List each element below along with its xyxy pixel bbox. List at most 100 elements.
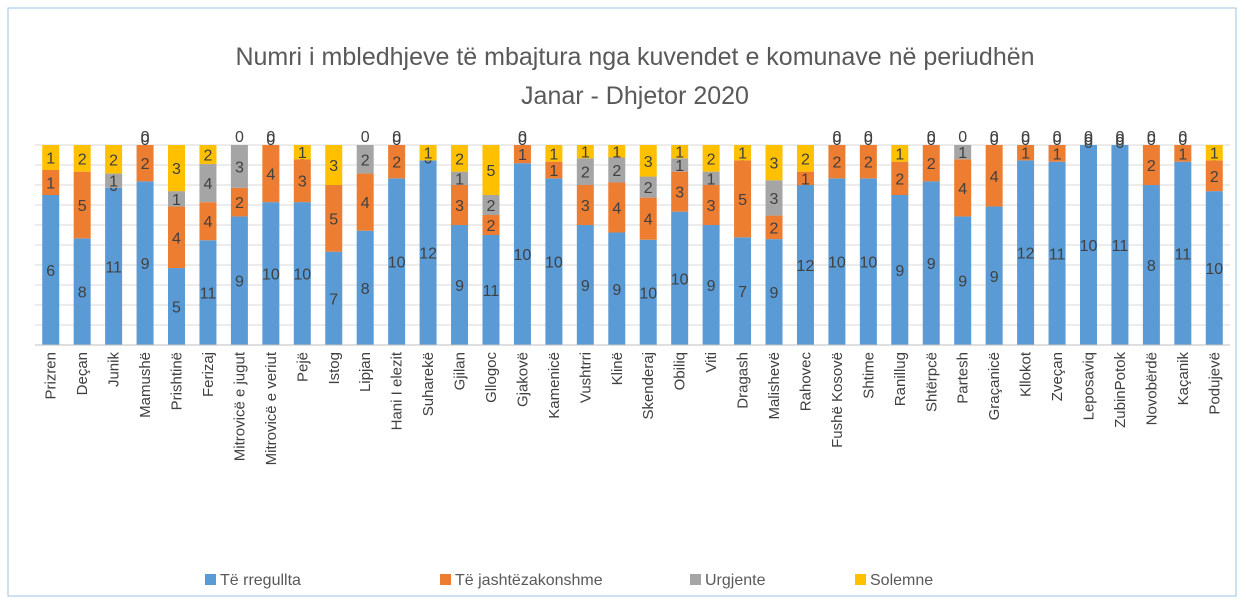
bar-segment [891, 195, 909, 345]
bar-segment [1174, 161, 1192, 345]
bar-segment [199, 164, 217, 203]
bar-segment [168, 191, 186, 207]
x-tick-label: Prizren [43, 352, 60, 400]
x-tick-label: Klinë [609, 352, 626, 385]
bar-segment [262, 202, 280, 345]
data-label: 3 [675, 185, 684, 202]
data-label: 8 [361, 281, 370, 298]
data-label: 1 [109, 174, 118, 191]
data-label: 9 [581, 278, 590, 295]
data-label: 2 [612, 163, 621, 180]
data-label: 10 [1080, 238, 1098, 255]
data-label: 2 [864, 155, 873, 172]
data-label: 1 [1210, 146, 1219, 163]
bar-segment [136, 145, 154, 182]
data-label: 2 [78, 151, 87, 168]
data-label: 9 [612, 282, 621, 299]
data-label: 2 [392, 155, 401, 172]
data-label: 0 [1053, 132, 1062, 149]
x-tick-label: Pejë [294, 352, 311, 382]
data-label: 0 [990, 129, 999, 146]
x-tick-label: Vushtrri [577, 352, 594, 403]
x-tick-label: Lipjan [357, 352, 374, 392]
data-label: 10 [293, 267, 311, 284]
data-label: 1 [895, 146, 904, 163]
data-label: 0 [518, 129, 527, 146]
data-label: 1 [707, 171, 716, 188]
x-tick-label: Hani I elezit [389, 351, 406, 430]
x-tick-label: Malishevë [766, 352, 783, 420]
bar-segment [639, 197, 657, 240]
bar-segment [356, 145, 374, 174]
bar-segment [325, 251, 343, 345]
data-label: 0 [1178, 132, 1187, 149]
data-label: 11 [200, 286, 217, 303]
data-label: 9 [770, 285, 779, 302]
bar-segment [639, 176, 657, 198]
bar-segment [859, 178, 877, 345]
bar-segment [734, 160, 752, 238]
bar-segment [1017, 145, 1035, 161]
data-label: 0 [141, 132, 150, 149]
data-label: 2 [361, 152, 370, 169]
data-label: 11 [483, 283, 500, 300]
bar-segment [828, 178, 846, 345]
x-tick-label: Skenderaj [640, 352, 657, 420]
data-label: 9 [927, 256, 936, 273]
bar-segment [576, 158, 594, 185]
data-label: 10 [671, 271, 689, 288]
x-tick-label: Mamushë [137, 352, 154, 418]
x-tick-label: Mitrovicë e veriut [263, 351, 280, 465]
x-tick-label: Gjilan [452, 352, 469, 390]
data-label: 4 [958, 181, 967, 198]
bar-segment [765, 180, 783, 216]
bar-segment [639, 145, 657, 177]
x-tick-label: Dragash [735, 352, 752, 409]
bar-segment [73, 171, 91, 239]
data-label: 7 [329, 291, 338, 308]
data-label: 2 [109, 152, 118, 169]
data-label: 3 [581, 198, 590, 215]
data-label: 1 [958, 145, 967, 162]
bar-segment [765, 145, 783, 181]
data-label: 0 [141, 129, 150, 146]
bar-segment [513, 163, 531, 345]
x-tick-label: Zveçan [1049, 352, 1066, 401]
bar-segment [482, 215, 500, 235]
data-label: 10 [1205, 261, 1223, 278]
data-label: 3 [770, 156, 779, 173]
bar-segment [671, 145, 689, 159]
bar-segment [859, 145, 877, 179]
data-label: 4 [204, 176, 213, 193]
bar-segment [954, 145, 972, 160]
data-label: 3 [172, 161, 181, 178]
bar-segment [734, 237, 752, 345]
bar-segment [451, 185, 469, 225]
data-label: 0 [361, 129, 370, 146]
data-label: 0 [1084, 129, 1093, 146]
data-label: 11 [1049, 246, 1066, 263]
bar-segment [1142, 185, 1160, 345]
bar-segment [702, 171, 720, 185]
data-label: 0 [518, 132, 527, 149]
data-label: 2 [927, 156, 936, 173]
data-label: 2 [707, 151, 716, 168]
data-label: 9 [707, 278, 716, 295]
data-label: 1 [1021, 146, 1030, 163]
bar-segment [388, 145, 406, 179]
legend-label: Urgjente [705, 572, 766, 589]
bar-segment [293, 145, 311, 160]
bar-segment [828, 145, 846, 179]
x-tick-label: Mitrovicë e jugut [231, 351, 248, 461]
data-label: 0 [927, 129, 936, 146]
data-label: 1 [1053, 146, 1062, 163]
legend-swatch [205, 574, 216, 585]
bar-segment [482, 145, 500, 195]
bar-segment [356, 173, 374, 231]
data-label: 0 [1147, 132, 1156, 149]
data-label: 1 [424, 146, 433, 163]
data-label: 9 [235, 274, 244, 291]
bar-segment [796, 171, 814, 185]
data-label: 5 [172, 300, 181, 317]
data-label: 0 [392, 132, 401, 149]
